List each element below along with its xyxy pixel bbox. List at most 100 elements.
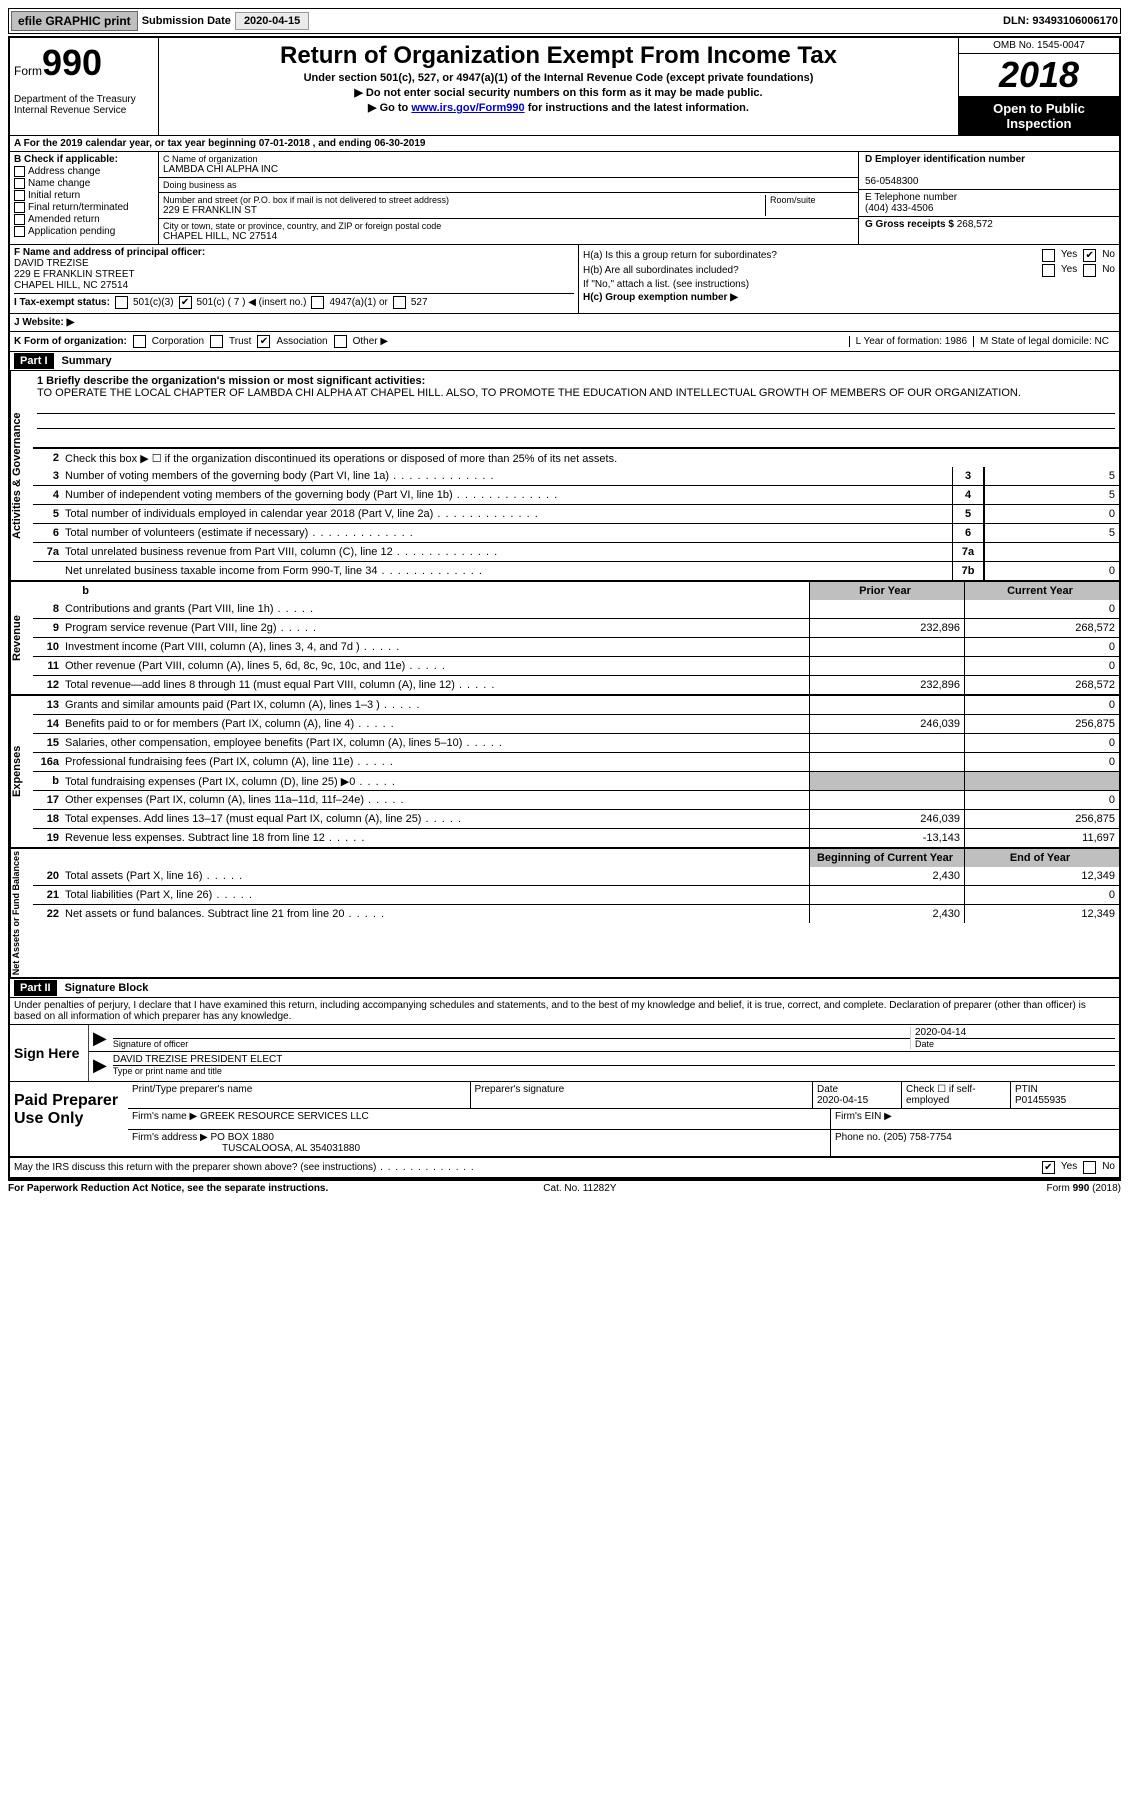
- self-employed-check[interactable]: Check ☐ if self-employed: [902, 1082, 1011, 1108]
- cb-assoc[interactable]: ✔: [257, 335, 270, 348]
- line-1-mission: 1 Briefly describe the organization's mi…: [33, 371, 1119, 448]
- subtitle-1: Under section 501(c), 527, or 4947(a)(1)…: [163, 72, 954, 84]
- agency: Department of the Treasury Internal Reve…: [14, 94, 154, 116]
- data-line: 12Total revenue—add lines 8 through 11 (…: [33, 675, 1119, 694]
- side-revenue: Revenue: [10, 582, 33, 694]
- side-netassets: Net Assets or Fund Balances: [10, 849, 33, 977]
- data-line: 21Total liabilities (Part X, line 26)0: [33, 885, 1119, 904]
- ha-yes[interactable]: [1042, 249, 1055, 262]
- section-revenue: Revenue b Prior Year Current Year 8Contr…: [10, 582, 1119, 696]
- data-line: 18Total expenses. Add lines 13–17 (must …: [33, 809, 1119, 828]
- subtitle-2: ▶ Do not enter social security numbers o…: [163, 86, 954, 99]
- dept-treasury: Department of the Treasury: [14, 94, 154, 105]
- footer-form: Form 990 (2018): [1047, 1183, 1121, 1194]
- officer-addr1: 229 E FRANKLIN STREET: [14, 269, 135, 280]
- col-b: B Check if applicable: Address change Na…: [10, 152, 159, 244]
- ein-label: D Employer identification number: [865, 154, 1025, 165]
- ha-label: H(a) Is this a group return for subordin…: [583, 250, 777, 261]
- hdr-prior: Prior Year: [809, 582, 964, 600]
- section-netassets: Net Assets or Fund Balances Beginning of…: [10, 849, 1119, 979]
- page-footer: For Paperwork Reduction Act Notice, see …: [8, 1181, 1121, 1196]
- hc-label: H(c) Group exemption number ▶: [583, 292, 738, 303]
- section-expenses: Expenses 13Grants and similar amounts pa…: [10, 696, 1119, 849]
- data-line: 17Other expenses (Part IX, column (A), l…: [33, 790, 1119, 809]
- ha-yes-lbl: Yes: [1061, 249, 1077, 262]
- col-de: D Employer identification number 56-0548…: [859, 152, 1119, 244]
- sig-date-label: Date: [915, 1038, 1115, 1049]
- discuss-row: May the IRS discuss this return with the…: [10, 1158, 1119, 1179]
- form-header: Form990 Department of the Treasury Inter…: [10, 38, 1119, 136]
- data-line: 20Total assets (Part X, line 16)2,43012,…: [33, 867, 1119, 885]
- prep-date-label: Date: [817, 1084, 838, 1095]
- form990-link[interactable]: www.irs.gov/Form990: [411, 102, 524, 114]
- lbl-assoc: Association: [276, 336, 327, 347]
- gross-label: G Gross receipts $: [865, 219, 954, 230]
- room-label: Room/suite: [765, 195, 854, 216]
- discuss-yes-lbl: Yes: [1061, 1161, 1077, 1174]
- ptin-label: PTIN: [1015, 1084, 1038, 1095]
- line-a-text: A For the 2019 calendar year, or tax yea…: [14, 138, 425, 149]
- ptin-value: P01455935: [1015, 1095, 1066, 1106]
- top-bar: efile GRAPHIC print Submission Date 2020…: [8, 8, 1121, 34]
- cb-final-return[interactable]: [14, 202, 25, 213]
- cb-527[interactable]: [393, 296, 406, 309]
- cb-trust[interactable]: [210, 335, 223, 348]
- cb-4947[interactable]: [311, 296, 324, 309]
- lbl-trust: Trust: [229, 336, 251, 347]
- ha-no[interactable]: ✔: [1083, 249, 1096, 262]
- part1-badge: Part I: [14, 353, 54, 369]
- footer-cat: Cat. No. 11282Y: [543, 1183, 616, 1194]
- discuss-text: May the IRS discuss this return with the…: [14, 1162, 475, 1173]
- line-a: A For the 2019 calendar year, or tax yea…: [10, 136, 1119, 152]
- row-j: J Website: ▶: [10, 314, 1119, 332]
- cb-501c3[interactable]: [115, 296, 128, 309]
- subtitle-3: ▶ Go to www.irs.gov/Form990 for instruct…: [163, 101, 954, 114]
- row-fh: F Name and address of principal officer:…: [10, 245, 1119, 314]
- firm-addr1: PO BOX 1880: [211, 1132, 274, 1143]
- firm-phone-label: Phone no.: [835, 1132, 881, 1143]
- city-value: CHAPEL HILL, NC 27514: [163, 231, 441, 242]
- cb-initial-return[interactable]: [14, 190, 25, 201]
- data-line: 9Program service revenue (Part VIII, lin…: [33, 618, 1119, 637]
- hb-no-lbl: No: [1102, 264, 1115, 277]
- sig-officer-label: Signature of officer: [113, 1038, 910, 1049]
- officer-name: DAVID TREZISE: [14, 258, 89, 269]
- cb-address-change[interactable]: [14, 166, 25, 177]
- gov-line: 3Number of voting members of the governi…: [33, 467, 1119, 485]
- sig-arrow-icon: ▶: [93, 1028, 113, 1049]
- org-name: LAMBDA CHI ALPHA INC: [163, 164, 854, 175]
- gov-line: 6Total number of volunteers (estimate if…: [33, 523, 1119, 542]
- cb-corp[interactable]: [133, 335, 146, 348]
- form-title: Return of Organization Exempt From Incom…: [163, 42, 954, 70]
- hdr-beg: Beginning of Current Year: [809, 849, 964, 867]
- cb-other[interactable]: [334, 335, 347, 348]
- gov-line: 7aTotal unrelated business revenue from …: [33, 542, 1119, 561]
- hdr-end: End of Year: [964, 849, 1119, 867]
- part1-title: Summary: [54, 355, 112, 367]
- submission-label: Submission Date: [142, 15, 231, 27]
- efile-print-button[interactable]: efile GRAPHIC print: [11, 11, 138, 31]
- cb-name-change[interactable]: [14, 178, 25, 189]
- h-section: H(a) Is this a group return for subordin…: [579, 245, 1119, 313]
- b-header: B Check if applicable:: [14, 154, 118, 165]
- data-line: 15Salaries, other compensation, employee…: [33, 733, 1119, 752]
- firm-addr2: TUSCALOOSA, AL 354031880: [132, 1143, 360, 1154]
- street-value: 229 E FRANKLIN ST: [163, 205, 765, 216]
- cb-app-pending[interactable]: [14, 226, 25, 237]
- data-line: 16aProfessional fundraising fees (Part I…: [33, 752, 1119, 771]
- discuss-yes[interactable]: ✔: [1042, 1161, 1055, 1174]
- lbl-address-change: Address change: [28, 166, 100, 177]
- sign-here-label: Sign Here: [10, 1025, 89, 1081]
- hb-no[interactable]: [1083, 264, 1096, 277]
- form-990: 990: [42, 42, 102, 83]
- discuss-no[interactable]: [1083, 1161, 1096, 1174]
- phone-label: E Telephone number: [865, 192, 957, 203]
- ein-value: 56-0548300: [865, 176, 918, 187]
- l2-text: Check this box ▶ ☐ if the organization d…: [63, 452, 1119, 465]
- cb-501c[interactable]: ✔: [179, 296, 192, 309]
- paid-preparer-label: Paid Preparer Use Only: [10, 1082, 128, 1156]
- phone-value: (404) 433-4506: [865, 203, 933, 214]
- data-line: 19Revenue less expenses. Subtract line 1…: [33, 828, 1119, 847]
- cb-amended[interactable]: [14, 214, 25, 225]
- hb-yes[interactable]: [1042, 264, 1055, 277]
